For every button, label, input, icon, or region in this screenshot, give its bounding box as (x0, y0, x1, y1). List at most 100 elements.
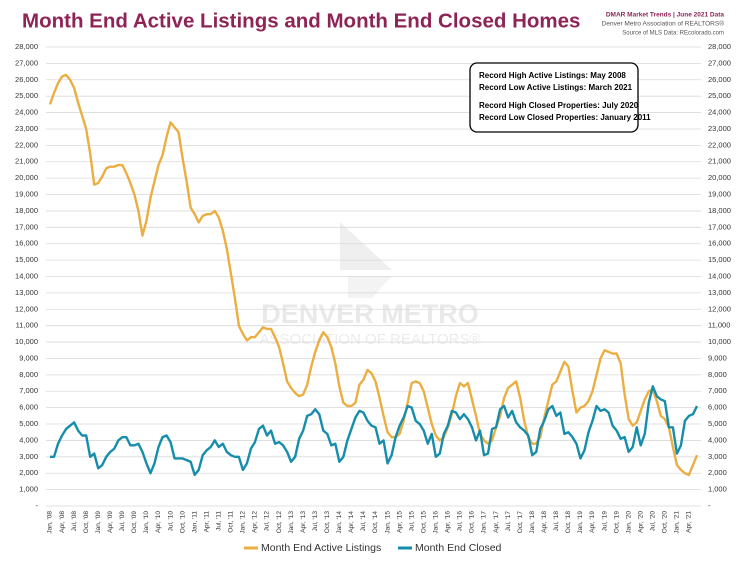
x-tick-label: Oct, '13 (324, 511, 331, 534)
x-tick-label: Oct, '20 (662, 511, 669, 534)
x-tick-label: Oct, '14 (372, 511, 379, 534)
y-tick-label: 10,000 (15, 337, 38, 346)
annotation: Record Low Closed Properties: January 20… (479, 113, 651, 122)
x-tick-label: Jan, '12 (240, 511, 247, 534)
y-tick-label: 20,000 (15, 173, 38, 182)
x-tick-label: Jul, '08 (71, 511, 78, 532)
y2-tick-label: 13,000 (708, 288, 731, 297)
legend-label: Month End Closed (415, 542, 502, 554)
y-tick-label: 25,000 (15, 91, 38, 100)
x-tick-label: Apr, '12 (252, 511, 259, 533)
x-tick-label: Apr, '09 (107, 511, 114, 533)
watermark-logo (340, 222, 392, 270)
y-tick-label: 9,000 (19, 353, 38, 362)
x-tick-label: Oct, '09 (131, 511, 138, 534)
y2-tick-label: 16,000 (708, 239, 731, 248)
x-tick-label: Jan, '14 (336, 511, 343, 534)
source-line: Source of MLS Data: REcolorado.com (622, 31, 724, 37)
y-tick-label: 27,000 (15, 58, 38, 67)
x-tick-label: Apr, '11 (203, 511, 210, 533)
y-tick-label: 2,000 (19, 468, 38, 477)
y2-tick-label: 8,000 (708, 370, 727, 379)
y2-tick-label: 23,000 (708, 124, 731, 133)
y2-tick-label: 9,000 (708, 353, 727, 362)
x-tick-label: Apr, '10 (155, 511, 162, 533)
y2-tick-label: 25,000 (708, 91, 731, 100)
x-tick-label: Jan, '15 (384, 511, 391, 534)
annotation-box (469, 62, 639, 133)
x-tick-label: Jan, '21 (674, 511, 681, 534)
watermark-text: DENVER METRO (261, 299, 479, 329)
series-line (48, 73, 699, 477)
x-tick-label: Jan, '18 (529, 511, 536, 534)
y2-tick-label: 11,000 (708, 321, 730, 330)
x-tick-label: Apr, '13 (300, 511, 307, 533)
y-tick-label: 21,000 (15, 157, 38, 166)
y-tick-label: 13,000 (15, 288, 38, 297)
y-tick-label: 24,000 (15, 108, 38, 117)
x-tick-label: Jul, '14 (360, 511, 367, 532)
x-tick-label: Jul, '13 (312, 511, 319, 532)
x-tick-label: Jan, '17 (481, 511, 488, 534)
y-tick-label: 6,000 (19, 403, 38, 412)
y-tick-label: 26,000 (15, 75, 38, 84)
y-tick-label: 28,000 (15, 42, 38, 51)
y-tick-label: 16,000 (15, 239, 38, 248)
y2-tick-label: 10,000 (708, 337, 731, 346)
x-tick-label: Jul, '18 (553, 511, 560, 532)
x-tick-label: Jul, '15 (408, 511, 415, 532)
y-tick-label: 1,000 (19, 485, 38, 494)
chart-title: Month End Active Listings and Month End … (22, 9, 580, 32)
y2-tick-label: 27,000 (708, 58, 731, 67)
x-tick-label: Jan, '20 (625, 511, 632, 534)
x-tick-label: Oct, '17 (517, 511, 524, 534)
x-tick-label: Apr, '18 (541, 511, 548, 533)
x-tick-label: Apr, '19 (589, 511, 596, 533)
y2-tick-label: 12,000 (708, 304, 731, 313)
y2-tick-label: - (708, 501, 711, 510)
x-tick-label: Oct, '19 (613, 511, 620, 534)
x-tick-label: Apr, '08 (59, 511, 66, 533)
x-tick-label: Jul, '10 (167, 511, 174, 532)
x-tick-label: Apr, '16 (445, 511, 452, 533)
source-line: Denver Metro Association of REALTORS® (602, 20, 725, 28)
watermark-logo (348, 276, 392, 298)
x-tick-label: Jan, '19 (577, 511, 584, 534)
x-tick-label: Jan, '11 (191, 511, 198, 533)
x-tick-label: Jul, '17 (505, 511, 512, 532)
x-tick-label: Oct, '08 (83, 511, 90, 534)
y2-tick-label: 20,000 (708, 173, 731, 182)
x-tick-label: Jan, '08 (47, 511, 54, 534)
x-tick-label: Apr, '21 (686, 511, 693, 533)
y2-tick-label: 6,000 (708, 403, 727, 412)
y2-tick-label: 4,000 (708, 435, 727, 444)
plot-area: - 1,000 2,000 3,000 4,000 5,000 6,000 7,000 8,00… (15, 42, 731, 534)
x-tick-label: Oct, '11 (228, 511, 235, 533)
y-tick-label: 4,000 (19, 435, 38, 444)
y2-tick-label: 21,000 (708, 157, 731, 166)
y2-tick-label: 2,000 (708, 468, 727, 477)
x-tick-label: Jul, '19 (601, 511, 608, 532)
y-tick-label: 19,000 (15, 190, 38, 199)
x-tick-label: Apr, '20 (637, 511, 644, 533)
y2-tick-label: 14,000 (708, 271, 731, 280)
y2-tick-label: 19,000 (708, 190, 731, 199)
y-tick-label: - (36, 501, 39, 510)
source-line: DMAR Market Trends | June 2021 Data (606, 12, 725, 19)
x-tick-label: Oct, '10 (179, 511, 186, 534)
y-tick-label: 8,000 (19, 370, 38, 379)
y-tick-label: 14,000 (15, 271, 38, 280)
legend: Month End Active Listings Month End Close… (244, 542, 502, 554)
watermark: DENVER METRO ASSOCIATION OF REALTORS® (259, 222, 481, 348)
y2-tick-label: 15,000 (708, 255, 731, 264)
y2-tick-label: 7,000 (708, 386, 727, 395)
x-tick-label: Jan, '10 (143, 511, 150, 534)
y2-tick-label: 28,000 (708, 42, 731, 51)
y2-tick-label: 5,000 (708, 419, 727, 428)
x-tick-label: Oct, '15 (420, 511, 427, 534)
y2-tick-label: 22,000 (708, 140, 731, 149)
watermark-text: ASSOCIATION OF REALTORS® (259, 331, 480, 348)
x-tick-label: Jan, '09 (95, 511, 102, 534)
